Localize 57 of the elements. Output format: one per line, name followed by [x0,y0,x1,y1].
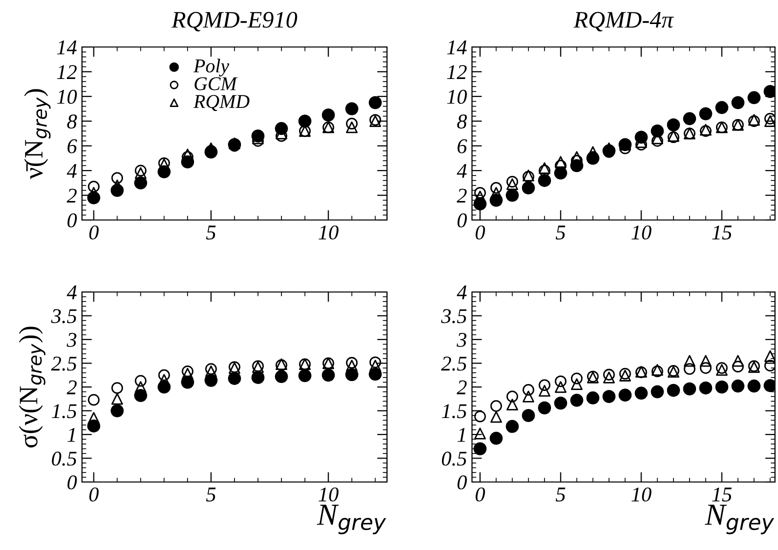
y-tick-label: 1.5 [442,404,467,418]
y-tick-label: 4 [66,286,77,300]
y-tick-label: 3 [66,332,76,347]
x-tick-label: 5 [206,226,216,240]
y-tick-label: 2 [456,188,467,203]
y-tick-label: 1 [67,428,75,442]
y-tick-label: 4 [456,286,467,300]
y-tick-label: 0 [458,213,467,228]
y-tick-label: 0 [458,475,467,490]
y-tick-label: 6 [458,139,468,154]
x-tick-label: 0 [476,487,486,502]
x-tick-label: 15 [712,226,732,240]
y-tick-label: 1.5 [52,404,77,418]
y-tick-label: 14 [447,40,467,54]
x-tick-label: 5 [206,488,216,502]
x-tick-label: 10 [632,225,652,240]
y-axis-title: ν̄(N$_{grey}$) [24,89,51,180]
legend-label: RQMD [193,94,250,111]
y-tick-label: 10 [447,90,467,104]
x-tick-label: 0 [89,487,99,502]
y-tick-label: 2.5 [51,356,77,371]
y-tick-label: 12 [447,65,467,79]
x-tick-label: 10 [318,225,338,240]
y-tick-label: 3.5 [51,309,77,324]
y-tick-label: 0 [68,475,77,490]
y-tick-label: 8 [67,114,77,129]
y-tick-label: 0.5 [52,452,77,466]
y-tick-label: 4 [456,164,467,178]
y-tick-label: 3 [456,332,466,347]
y-tick-label: 8 [457,114,467,129]
y-tick-label: 6 [68,139,78,154]
x-tick-label: 5 [556,488,566,502]
y-tick-label: 3.5 [441,309,467,324]
x-axis-title: N$_{grey}$ [316,504,386,534]
y-tick-label: 0.5 [442,452,467,466]
y-tick-label: 4 [66,164,77,178]
y-tick-label: 10 [57,90,77,104]
y-tick-label: 12 [57,65,77,79]
x-tick-label: 5 [556,226,566,240]
y-tick-label: 1 [457,428,465,442]
legend-label: GCM [194,77,238,90]
x-tick-label: 0 [89,225,99,240]
chart-title: RQMD-E910 [171,12,298,32]
y-tick-label: 2 [456,380,467,394]
y-tick-label: 2.5 [441,356,467,371]
x-tick-label: 10 [632,487,652,502]
x-tick-label: 15 [712,488,732,502]
chart-title: RQMD-4π [574,12,674,32]
x-tick-label: 0 [476,225,486,240]
y-tick-label: 2 [66,380,77,394]
y-tick-label: 14 [57,40,77,54]
y-tick-label: 0 [68,213,77,228]
y-tick-label: 2 [66,188,77,203]
x-tick-label: 10 [318,487,338,502]
y-axis-title: σ(ν(N$_{grey}$)) [18,326,46,448]
x-axis-title: N$_{grey}$ [704,504,774,534]
legend-label: Poly [193,58,230,76]
